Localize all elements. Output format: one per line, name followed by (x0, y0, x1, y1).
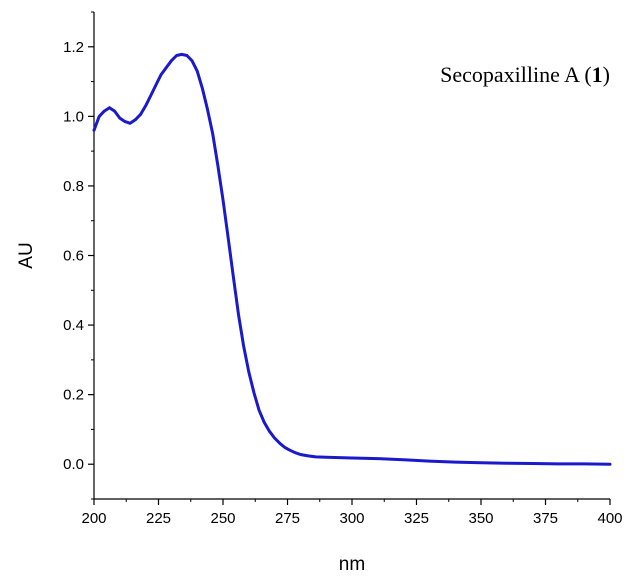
annotation-bold: 1 (592, 62, 603, 87)
x-tick-label: 200 (81, 510, 106, 527)
y-tick-label: 1.2 (63, 39, 84, 56)
y-tick-label: 0.8 (63, 178, 84, 195)
x-tick-label: 350 (468, 510, 493, 527)
x-tick-label: 275 (275, 510, 300, 527)
x-tick-label: 375 (533, 510, 558, 527)
x-axis-label: nm (339, 554, 365, 575)
y-tick-label: 0.4 (63, 317, 84, 334)
x-tick-label: 325 (404, 510, 429, 527)
y-axis-ticks: 0.0 0.2 0.4 0.6 0.8 1.0 1.2 (63, 11, 94, 500)
annotation-suffix: ) (603, 62, 610, 87)
y-tick-label: 0.0 (63, 456, 84, 473)
absorbance-curve (92, 52, 612, 466)
compound-annotation: Secopaxilline A (1) (440, 62, 610, 87)
y-axis-label: AU (16, 242, 37, 268)
x-axis-ticks: 200 225 250 275 300 325 350 375 400 (81, 499, 623, 527)
x-tick-label: 300 (339, 510, 364, 527)
x-tick-label: 225 (146, 510, 171, 527)
annotation-prefix: Secopaxilline A ( (440, 62, 592, 87)
x-tick-label: 250 (210, 510, 235, 527)
y-tick-label: 0.2 (63, 387, 84, 404)
y-tick-label: 1.0 (63, 108, 84, 125)
x-tick-label: 400 (597, 510, 622, 527)
y-tick-label: 0.6 (63, 248, 84, 265)
